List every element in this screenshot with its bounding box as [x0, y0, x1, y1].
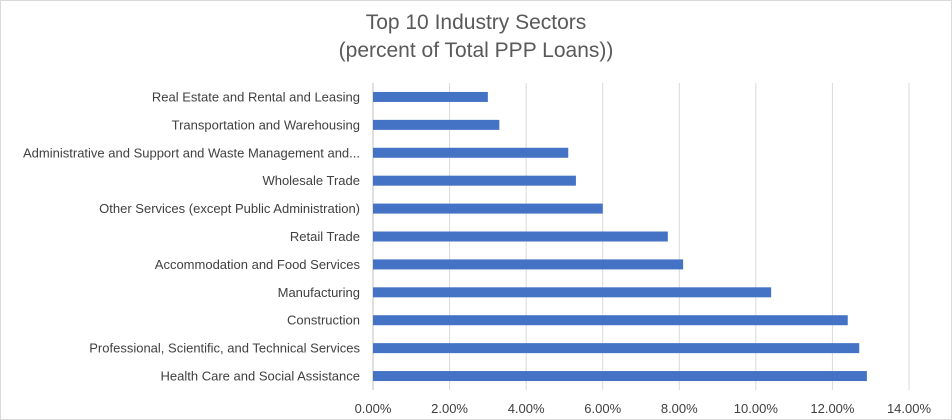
- bar: [373, 175, 576, 186]
- bar: [373, 231, 668, 242]
- x-tick-label: 12.00%: [810, 401, 855, 416]
- x-tick-label: 8.00%: [661, 401, 698, 416]
- category-labels: Real Estate and Rental and Leasing Transp…: [23, 89, 360, 383]
- bar: [373, 287, 772, 298]
- category-label: Other Services (except Public Administra…: [99, 201, 360, 216]
- chart-subtitle: (percent of Total PPP Loans)): [339, 39, 614, 62]
- bar: [373, 119, 500, 130]
- x-axis-tick-labels: 0.00% 2.00% 4.00% 6.00% 8.00% 10.00% 12.00% 14.…: [355, 401, 932, 416]
- bars: [373, 91, 867, 382]
- x-tick-label: 6.00%: [584, 401, 621, 416]
- category-label: Transportation and Warehousing: [172, 117, 360, 132]
- category-label: Real Estate and Rental and Leasing: [152, 89, 360, 104]
- bar: [373, 203, 603, 214]
- bar: [373, 91, 488, 102]
- bar: [373, 343, 860, 354]
- x-tick-label: 4.00%: [508, 401, 545, 416]
- bar: [373, 147, 569, 158]
- bar: [373, 259, 684, 270]
- category-label: Construction: [287, 313, 360, 328]
- category-label: Professional, Scientific, and Technical …: [89, 341, 360, 356]
- category-label: Wholesale Trade: [262, 173, 360, 188]
- x-tick-label: 14.00%: [887, 401, 932, 416]
- category-label: Manufacturing: [278, 285, 360, 300]
- bar: [373, 371, 867, 382]
- category-label: Accommodation and Food Services: [155, 257, 361, 272]
- chart-title: Top 10 Industry Sectors: [366, 11, 587, 34]
- x-tick-label: 0.00%: [355, 401, 392, 416]
- bar: [373, 315, 848, 326]
- x-tick-label: 2.00%: [431, 401, 468, 416]
- category-label: Administrative and Support and Waste Man…: [23, 145, 360, 160]
- x-tick-label: 10.00%: [734, 401, 779, 416]
- category-label: Retail Trade: [290, 229, 360, 244]
- category-label: Health Care and Social Assistance: [161, 369, 360, 384]
